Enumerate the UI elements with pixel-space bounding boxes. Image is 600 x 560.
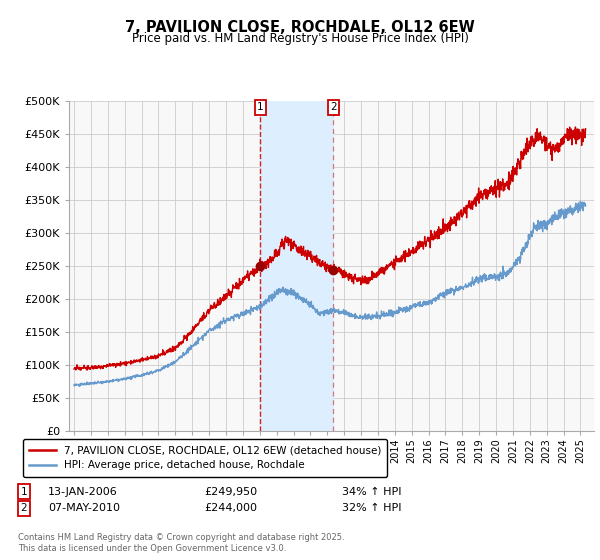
Text: 2: 2 (330, 102, 337, 113)
Text: Contains HM Land Registry data © Crown copyright and database right 2025.
This d: Contains HM Land Registry data © Crown c… (18, 533, 344, 553)
Text: 07-MAY-2010: 07-MAY-2010 (48, 503, 120, 514)
Text: £244,000: £244,000 (204, 503, 257, 514)
Text: Price paid vs. HM Land Registry's House Price Index (HPI): Price paid vs. HM Land Registry's House … (131, 32, 469, 45)
Text: 2: 2 (20, 503, 28, 514)
Text: 1: 1 (20, 487, 28, 497)
Legend: 7, PAVILION CLOSE, ROCHDALE, OL12 6EW (detached house), HPI: Average price, deta: 7, PAVILION CLOSE, ROCHDALE, OL12 6EW (d… (23, 439, 388, 477)
Text: 1: 1 (257, 102, 263, 113)
Bar (260, 101, 333, 431)
Text: £249,950: £249,950 (204, 487, 257, 497)
Text: 13-JAN-2006: 13-JAN-2006 (48, 487, 118, 497)
Text: 32% ↑ HPI: 32% ↑ HPI (342, 503, 401, 514)
Text: 34% ↑ HPI: 34% ↑ HPI (342, 487, 401, 497)
Text: 7, PAVILION CLOSE, ROCHDALE, OL12 6EW: 7, PAVILION CLOSE, ROCHDALE, OL12 6EW (125, 20, 475, 35)
